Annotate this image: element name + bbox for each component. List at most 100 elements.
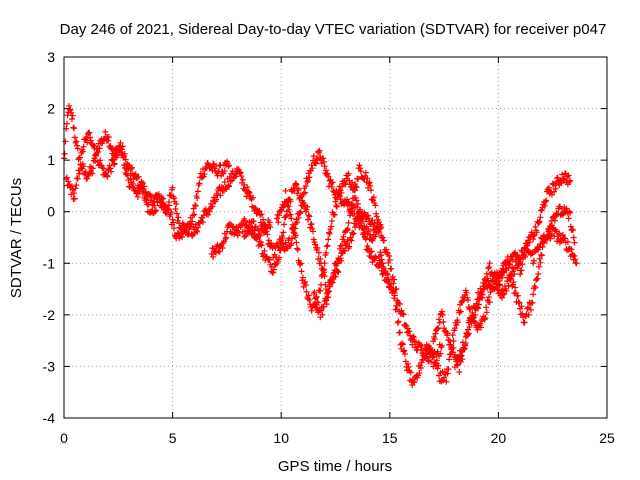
data-point-marker	[446, 356, 453, 363]
data-point-marker	[349, 195, 356, 202]
data-point-marker	[480, 283, 487, 290]
data-point-marker	[302, 183, 309, 190]
data-point-marker	[182, 225, 189, 232]
data-point-marker	[399, 310, 406, 317]
data-point-marker	[136, 189, 143, 196]
data-point-marker	[249, 194, 256, 201]
data-point-marker	[127, 175, 134, 182]
data-point-marker	[325, 173, 332, 180]
data-point-marker	[485, 265, 492, 272]
data-point-marker	[252, 204, 259, 211]
x-tick-label: 20	[491, 430, 507, 446]
data-point-marker	[294, 245, 301, 252]
data-point-marker	[538, 207, 545, 214]
data-point-marker	[74, 142, 81, 149]
y-tick-label: 0	[47, 204, 55, 220]
data-point-marker	[417, 364, 424, 371]
data-point-marker	[71, 195, 78, 202]
data-point-marker	[545, 228, 552, 235]
data-point-marker	[200, 219, 207, 226]
data-point-marker	[192, 202, 199, 209]
data-point-marker	[312, 159, 319, 166]
data-point-marker	[522, 245, 529, 252]
data-point-marker	[71, 134, 78, 141]
data-point-marker	[410, 334, 417, 341]
data-point-marker	[499, 274, 506, 281]
data-point-marker	[399, 340, 406, 347]
data-point-marker	[284, 245, 291, 252]
data-point-marker	[221, 168, 228, 175]
data-point-marker	[450, 344, 457, 351]
data-point-marker	[458, 352, 465, 359]
data-point-marker	[194, 188, 201, 195]
data-point-marker	[486, 299, 493, 306]
data-point-marker	[359, 213, 366, 220]
data-point-marker	[312, 241, 319, 248]
data-point-marker	[84, 172, 91, 179]
data-point-marker	[319, 311, 326, 318]
x-tick-label: 5	[169, 430, 177, 446]
data-point-marker	[384, 276, 391, 283]
data-point-marker	[304, 177, 311, 184]
data-point-marker	[529, 299, 536, 306]
data-point-marker	[391, 276, 398, 283]
data-point-marker	[252, 223, 259, 230]
data-point-marker	[530, 236, 537, 243]
data-point-marker	[468, 320, 475, 327]
data-point-marker	[273, 215, 280, 222]
data-point-marker	[302, 189, 309, 196]
data-point-marker	[80, 143, 87, 150]
data-point-marker	[193, 227, 200, 234]
data-point-marker	[288, 240, 295, 247]
data-point-marker	[96, 145, 103, 152]
data-point-marker	[541, 202, 548, 209]
data-point-marker	[279, 234, 286, 241]
data-point-marker	[440, 377, 447, 384]
data-point-marker	[124, 172, 131, 179]
data-point-marker	[164, 207, 171, 214]
data-point-marker	[306, 297, 313, 304]
data-point-marker	[306, 213, 313, 220]
data-point-marker	[260, 216, 267, 223]
data-point-marker	[123, 166, 130, 173]
data-point-marker	[313, 301, 320, 308]
data-point-marker	[237, 169, 244, 176]
data-point-marker	[283, 212, 290, 219]
data-point-marker	[536, 218, 543, 225]
data-point-marker	[457, 353, 464, 360]
data-point-marker	[238, 173, 245, 180]
data-point-marker	[209, 203, 216, 210]
data-point-marker	[439, 312, 446, 319]
data-point-marker	[305, 212, 312, 219]
data-point-marker	[404, 360, 411, 367]
data-point-marker	[381, 237, 388, 244]
data-point-marker	[278, 207, 285, 214]
data-point-marker	[479, 294, 486, 301]
data-point-marker	[63, 174, 70, 181]
data-point-marker	[331, 211, 338, 218]
data-point-marker	[87, 137, 94, 144]
data-point-marker	[364, 175, 371, 182]
x-tick-label: 25	[599, 430, 615, 446]
data-point-marker	[217, 192, 224, 199]
data-point-marker	[354, 204, 361, 211]
data-point-marker	[368, 248, 375, 255]
data-point-marker	[532, 223, 539, 230]
data-point-marker	[537, 241, 544, 248]
data-point-marker	[500, 291, 507, 298]
data-point-marker	[76, 170, 83, 177]
data-point-marker	[242, 217, 248, 224]
data-point-marker	[411, 379, 418, 386]
data-point-marker	[328, 183, 335, 190]
data-point-marker	[70, 124, 77, 131]
data-point-marker	[285, 203, 292, 210]
data-point-marker	[76, 154, 83, 161]
data-point-marker	[323, 167, 330, 174]
data-point-marker	[372, 233, 379, 240]
data-point-marker	[338, 250, 345, 257]
data-point-marker	[353, 197, 360, 204]
data-point-marker	[485, 294, 492, 301]
data-point-marker	[496, 277, 503, 284]
data-point-marker	[371, 220, 378, 227]
data-point-marker	[261, 247, 268, 254]
